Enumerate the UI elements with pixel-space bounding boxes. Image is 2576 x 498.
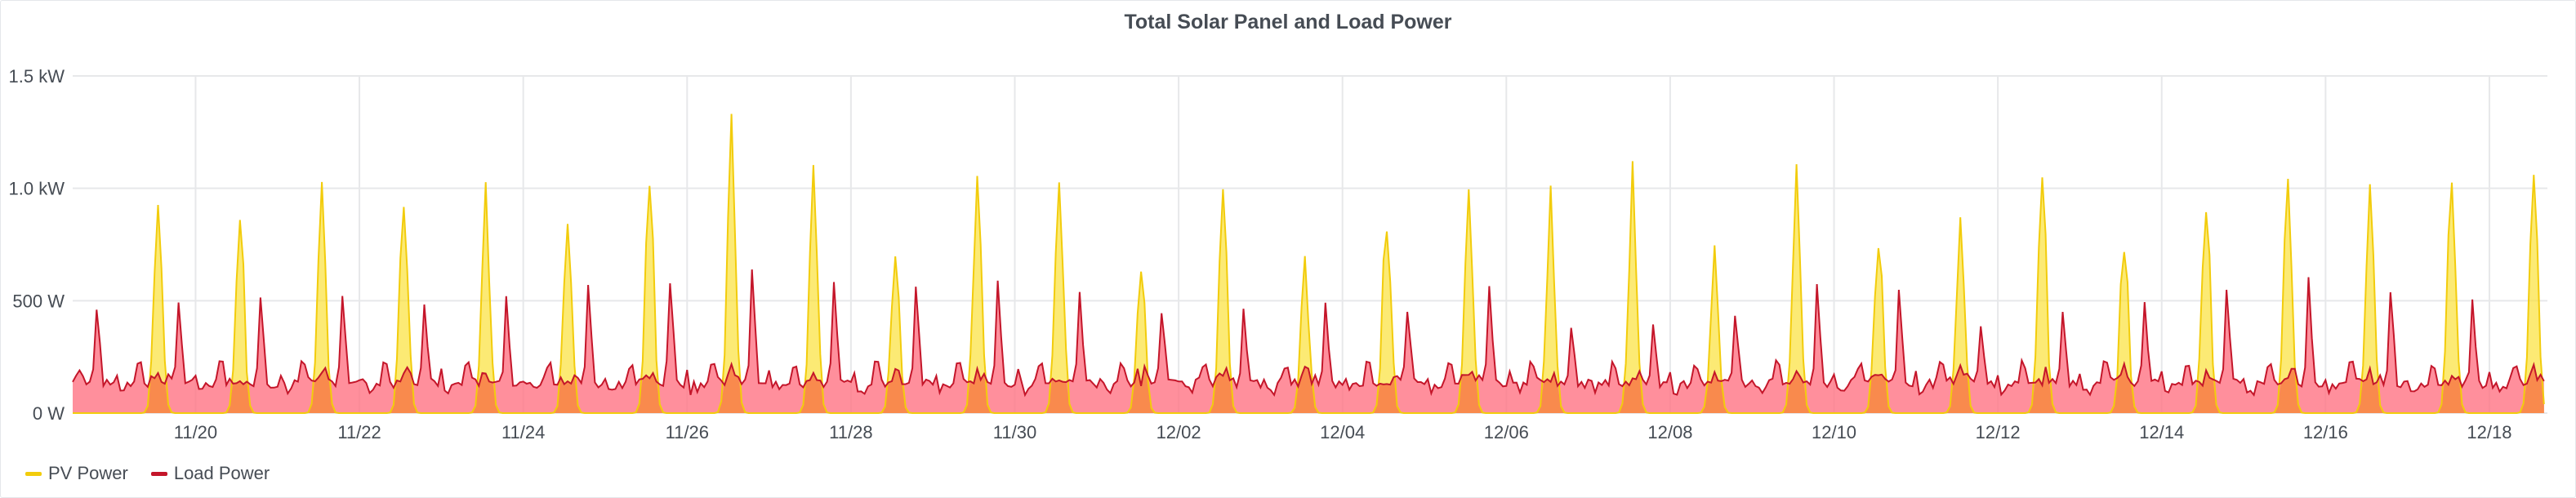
y-tick-label: 0 W [33, 403, 65, 424]
y-tick-label: 1.0 kW [9, 179, 65, 199]
legend-item-load[interactable]: Load Power [150, 463, 270, 484]
x-tick-label: 12/06 [1484, 422, 1529, 442]
legend-swatch-load [150, 471, 167, 476]
series-area [72, 113, 2545, 414]
y-tick-label: 1.5 kW [9, 66, 65, 87]
axes: 0 W 500 W 1.0 kW 1.5 kW 11/20 11/22 11/24 11/26… [9, 66, 2512, 442]
x-tick-label: 11/20 [174, 422, 217, 442]
chart-title: Total Solar Panel and Load Power [1124, 11, 1452, 33]
x-tick-label: 11/30 [993, 422, 1036, 442]
x-tick-label: 11/24 [501, 422, 545, 442]
x-tick-label: 12/12 [1976, 422, 2021, 442]
x-tick-label: 12/18 [2467, 422, 2511, 442]
legend-label-load: Load Power [173, 463, 270, 483]
x-tick-label: 12/02 [1157, 422, 1201, 442]
x-tick-label: 11/26 [666, 422, 709, 442]
x-tick-label: 11/22 [337, 422, 381, 442]
x-tick-label: 12/10 [1812, 422, 1856, 442]
y-tick-label: 500 W [12, 291, 65, 311]
chart-plot[interactable]: 0 W 500 W 1.0 kW 1.5 kW 11/20 11/22 11/24 11/26… [1, 1, 2576, 458]
x-tick-label: 12/08 [1647, 422, 1692, 442]
legend: PV Power Load Power [25, 463, 270, 484]
legend-label-pv: PV Power [48, 463, 128, 483]
load-power-line [72, 269, 2545, 398]
legend-swatch-pv [25, 471, 42, 476]
legend-item-pv[interactable]: PV Power [25, 463, 128, 484]
x-tick-label: 12/16 [2303, 422, 2348, 442]
x-tick-label: 11/28 [829, 422, 872, 442]
pv-power-line [73, 113, 2545, 414]
overlap-area [73, 363, 2544, 413]
x-tick-label: 12/04 [1320, 422, 1365, 442]
x-tick-label: 12/14 [2139, 422, 2184, 442]
